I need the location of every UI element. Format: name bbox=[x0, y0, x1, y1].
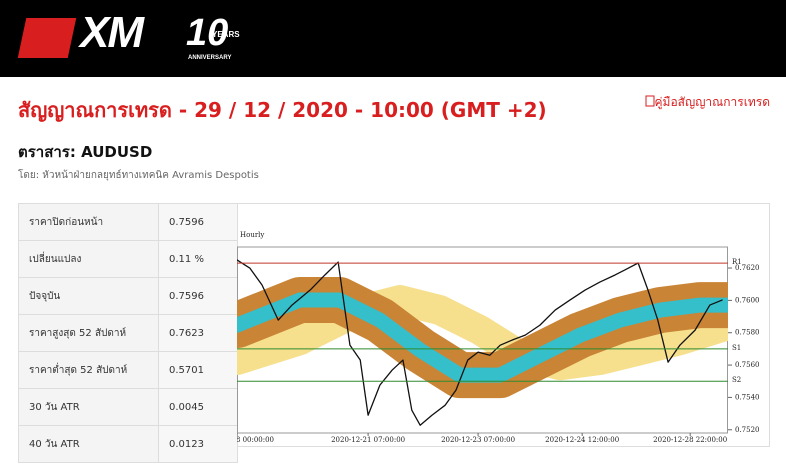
y-tick-label: 0.7620 bbox=[735, 264, 760, 272]
x-tick-label: 2020-12-21 07:00:00 bbox=[331, 436, 405, 444]
label-cell: ราคาสูงสุด 52 สัปดาห์ bbox=[18, 314, 159, 352]
guide-link[interactable]: คู่มือสัญญาณการเทรด bbox=[645, 93, 771, 112]
price-line bbox=[237, 292, 728, 383]
value-cell: 0.7623 bbox=[158, 314, 238, 352]
value-cell: 0.7596 bbox=[158, 277, 238, 315]
y-tick-label: 0.7580 bbox=[735, 329, 760, 337]
label-cell: ปัจจุบัน bbox=[18, 277, 159, 315]
value-cell: 0.11 % bbox=[158, 240, 238, 278]
label-cell: ราคาปิดก่อนหน้า bbox=[18, 203, 159, 241]
y-tick-label: 0.7600 bbox=[735, 296, 760, 304]
author: โดย: หัวหน้าฝ่ายกลยุทธ์ทางเทคนิค Avramis… bbox=[18, 170, 259, 181]
plot bbox=[237, 259, 728, 426]
instrument: ตราสาร: AUDUSD bbox=[18, 143, 153, 161]
chart-title: Hourly bbox=[240, 231, 264, 239]
logo[interactable]: XM bbox=[80, 8, 144, 57]
badge-bottom: ANNIVERSARY bbox=[188, 55, 232, 61]
level-label: S1 bbox=[732, 344, 741, 352]
value-cell: 0.0045 bbox=[158, 388, 238, 426]
table-row: 30 วัน ATR 0.0045 bbox=[18, 388, 238, 426]
logo-icon bbox=[17, 18, 77, 58]
pdf-icon bbox=[645, 95, 654, 107]
y-tick-label: 0.7540 bbox=[735, 393, 760, 401]
label-cell: เปลี่ยนแปลง bbox=[18, 240, 159, 278]
table-row: ราคาปิดก่อนหน้า 0.7596 bbox=[18, 203, 238, 241]
x-tick-label: 2020-12-28 22:00:00 bbox=[653, 436, 727, 444]
table-row: ราคาสูงสุด 52 สัปดาห์ 0.7623 bbox=[18, 314, 238, 352]
badge: 10 bbox=[186, 12, 229, 54]
label-cell: 30 วัน ATR bbox=[18, 388, 159, 426]
y-tick-label: 0.7520 bbox=[735, 426, 760, 434]
level-label: R1 bbox=[732, 258, 742, 266]
value-cell: 0.0123 bbox=[158, 425, 238, 463]
stats-table: ราคาปิดก่อนหน้า 0.7596 เปลี่ยนแปลง 0.11 % ปั… bbox=[18, 203, 238, 463]
x-tick-label: 2020-12-24 12:00:00 bbox=[545, 436, 619, 444]
chart: Hourly 0.7520 0.7540 0.7560 0.7580 0.7600 0.7… bbox=[237, 203, 770, 447]
label-cell: 40 วัน ATR bbox=[18, 425, 159, 463]
header-bar: XM 10 YEARS ANNIVERSARY bbox=[0, 0, 786, 77]
table-row: 40 วัน ATR 0.0123 bbox=[18, 425, 238, 463]
table-row: ปัจจุบัน 0.7596 bbox=[18, 277, 238, 315]
guide-text[interactable]: คู่มือสัญญาณการเทรด bbox=[654, 95, 771, 109]
x-tick-label: 2020-12-18 00:00:00 bbox=[237, 436, 274, 444]
table-row: เปลี่ยนแปลง 0.11 % bbox=[18, 240, 238, 278]
value-cell: 0.5701 bbox=[158, 351, 238, 389]
level-label: S2 bbox=[732, 376, 741, 384]
badge-top: YEARS bbox=[212, 30, 240, 39]
price-line bbox=[237, 259, 723, 426]
label-cell: ราคาต่ำสุด 52 สัปดาห์ bbox=[18, 351, 159, 389]
value-cell: 0.7596 bbox=[158, 203, 238, 241]
page-title: สัญญาณการเทรด - 29 / 12 / 2020 - 10:00 (… bbox=[18, 98, 547, 122]
table-row: ราคาต่ำสุด 52 สัปดาห์ 0.5701 bbox=[18, 351, 238, 389]
x-tick-label: 2020-12-23 07:00:00 bbox=[441, 436, 515, 444]
y-tick-label: 0.7560 bbox=[735, 361, 760, 369]
